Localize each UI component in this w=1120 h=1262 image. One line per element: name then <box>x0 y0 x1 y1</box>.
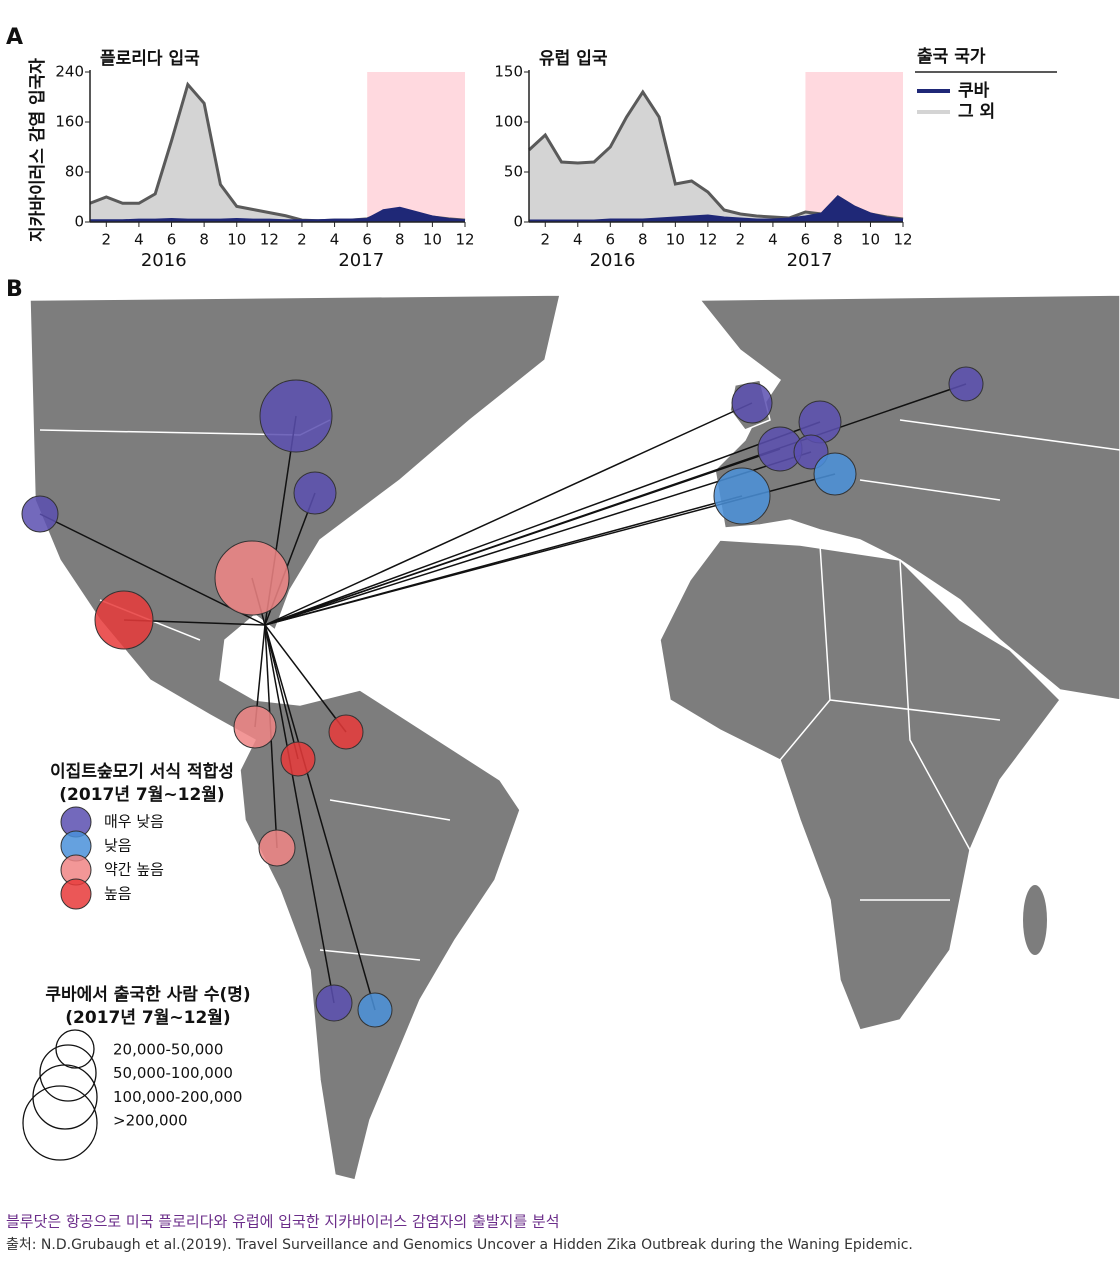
bubble <box>94 590 154 650</box>
y-axis-label: 지카바이러스 감염 입국자 <box>28 58 48 242</box>
y-tick-label: 50 <box>504 163 523 181</box>
area-line <box>90 206 466 223</box>
x-tick-label: 2 <box>297 231 307 249</box>
area-fill <box>90 84 465 222</box>
year-label: 2016 <box>141 250 187 271</box>
bubble <box>214 540 290 616</box>
x-tick-label: 10 <box>423 231 442 249</box>
bubble <box>280 741 316 777</box>
area-fill <box>529 92 903 222</box>
bubble <box>259 379 333 453</box>
legend-title: 출국 국가 <box>917 47 986 67</box>
y-tick-label: 160 <box>55 113 84 131</box>
highlight-region <box>805 72 903 222</box>
size-label: >200,000 <box>113 1112 188 1130</box>
bubble <box>258 829 296 867</box>
x-tick-label: 12 <box>260 231 279 249</box>
legend-label: 낮음 <box>104 837 132 855</box>
panel-label: A <box>6 25 23 50</box>
size-label: 20,000-50,000 <box>113 1041 223 1059</box>
x-tick-label: 6 <box>606 231 616 249</box>
size-label: 100,000-200,000 <box>113 1088 242 1106</box>
chart-title: 플로리다 입국 <box>100 49 200 69</box>
route <box>264 624 347 733</box>
x-tick-label: 4 <box>330 231 340 249</box>
chart-title: 유럽 입국 <box>539 49 608 69</box>
size-circle <box>55 1029 95 1069</box>
x-tick-label: 8 <box>638 231 648 249</box>
bubble <box>293 471 337 515</box>
y-tick-label: 80 <box>65 163 84 181</box>
y-tick-label: 100 <box>494 113 523 131</box>
year-label: 2017 <box>338 250 384 271</box>
x-tick-label: 2 <box>102 231 112 249</box>
size-title: 쿠바에서 출국한 사람 수(명) <box>45 984 250 1005</box>
y-tick-label: 150 <box>494 63 523 81</box>
route <box>264 624 299 760</box>
bubble <box>357 992 393 1028</box>
x-tick-label: 2 <box>736 231 746 249</box>
bubble <box>948 366 984 402</box>
panel-label: B <box>6 277 23 302</box>
map <box>29 293 1120 1183</box>
year-label: 2017 <box>787 250 833 271</box>
x-tick-label: 10 <box>227 231 246 249</box>
size-circle <box>39 1044 97 1102</box>
x-tick-label: 12 <box>698 231 717 249</box>
y-tick-label: 240 <box>55 63 84 81</box>
bubble <box>731 382 773 424</box>
bubble <box>813 452 857 496</box>
x-tick-label: 4 <box>134 231 144 249</box>
africa <box>659 539 1061 1031</box>
y-tick-label: 0 <box>74 213 84 231</box>
legend-label: 약간 높음 <box>104 861 164 879</box>
y-tick-label: 0 <box>513 213 523 231</box>
x-tick-label: 6 <box>362 231 372 249</box>
madagascar <box>1023 885 1047 955</box>
x-tick-label: 10 <box>666 231 685 249</box>
legend-label: 그 외 <box>958 102 995 122</box>
route <box>264 402 753 626</box>
x-tick-label: 8 <box>395 231 405 249</box>
size-period: (2017년 7월~12월) <box>65 1008 230 1028</box>
bubbles <box>21 366 984 1028</box>
x-tick-label: 8 <box>199 231 209 249</box>
x-tick-label: 6 <box>801 231 811 249</box>
bubble <box>21 495 59 533</box>
route <box>39 513 266 626</box>
size-label: 50,000-100,000 <box>113 1064 233 1082</box>
route <box>264 383 967 626</box>
x-tick-label: 2 <box>540 231 550 249</box>
year-label: 2016 <box>590 250 636 271</box>
bubble <box>233 705 277 749</box>
legend-label: 높음 <box>104 885 132 903</box>
legend-label: 쿠바 <box>958 81 990 101</box>
legend-bubble <box>60 878 92 910</box>
size-circle <box>22 1085 98 1161</box>
bubble <box>328 714 364 750</box>
route <box>264 624 335 1004</box>
x-tick-label: 4 <box>768 231 778 249</box>
x-tick-label: 8 <box>833 231 843 249</box>
x-tick-label: 4 <box>573 231 583 249</box>
x-tick-label: 12 <box>455 231 474 249</box>
suitability-period: (2017년 7월~12월) <box>59 785 224 805</box>
x-tick-label: 12 <box>893 231 912 249</box>
legend-label: 매우 낮음 <box>104 813 164 831</box>
bubble <box>713 467 771 525</box>
source: 출처: N.D.Grubaugh et al.(2019). Travel Su… <box>6 1237 913 1253</box>
route <box>264 421 821 626</box>
caption: 블루닷은 항공으로 미국 플로리다와 유럽에 입국한 지카바이러스 감염자의 출… <box>6 1213 560 1231</box>
suitability-title: 이집트숲모기 서식 적합성 <box>50 761 234 782</box>
bubble <box>315 984 353 1022</box>
x-tick-label: 6 <box>167 231 177 249</box>
route <box>264 624 376 1011</box>
x-tick-label: 10 <box>861 231 880 249</box>
area-line <box>529 195 904 223</box>
highlight-region <box>367 72 465 222</box>
